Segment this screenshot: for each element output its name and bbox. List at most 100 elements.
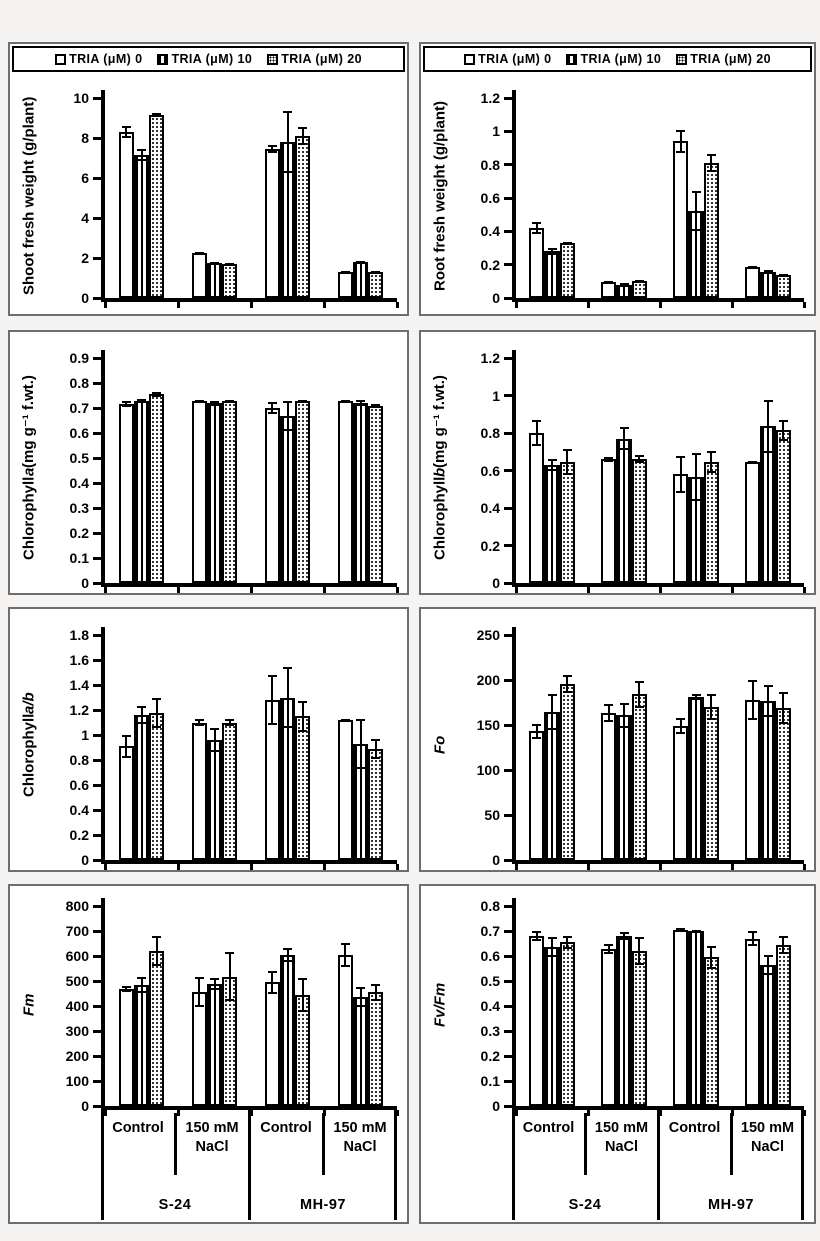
treatment-label: 150 mM NaCl xyxy=(740,1120,795,1155)
error-bar-bottom-cap xyxy=(778,438,788,441)
y-tick-label: 1.2 xyxy=(480,90,500,106)
bar xyxy=(191,253,207,298)
error-bar-bottom-cap xyxy=(562,242,572,245)
y-tick-mark xyxy=(504,678,512,682)
error-bar-top-cap xyxy=(748,931,758,933)
y-tick-mark xyxy=(93,506,101,510)
error-bar xyxy=(359,718,362,769)
y-tick-label: 0.7 xyxy=(480,923,500,939)
error-bar-bottom-cap xyxy=(706,717,716,720)
y-tick-mark xyxy=(93,929,101,933)
y-tick-label: 0.3 xyxy=(480,1023,500,1039)
bar xyxy=(368,748,384,860)
y-tick-mark xyxy=(93,216,101,220)
x-tick-mark xyxy=(802,864,806,870)
error-bar-bottom-cap xyxy=(619,284,629,286)
bar xyxy=(760,272,776,298)
treatment-label: Control xyxy=(260,1120,312,1136)
x-axis-line xyxy=(512,1106,804,1110)
error-bar-bottom-cap xyxy=(634,705,644,708)
error-bar xyxy=(374,983,377,1001)
chart-chlorophyll-a-b: Chlorophyll a/b 0 0.2 0.4 0.6 0.8 1 1.2 1.4 1.6 1… xyxy=(8,607,409,872)
error-bar-top-cap xyxy=(547,694,557,697)
error-bar xyxy=(535,931,538,941)
error-bar-top-cap xyxy=(778,419,788,422)
y-tick-mark xyxy=(504,394,512,397)
x-tick-mark xyxy=(658,587,662,593)
error-bar-top-cap xyxy=(706,153,716,156)
error-bar xyxy=(271,401,274,415)
error-bar-top-cap xyxy=(340,719,350,722)
error-bar-top-cap xyxy=(121,401,131,404)
error-bar-bottom-cap xyxy=(340,718,350,721)
x-axis-line xyxy=(101,583,397,587)
error-bar-bottom-cap xyxy=(619,725,629,728)
error-bar xyxy=(767,400,769,453)
error-bar xyxy=(228,952,231,1001)
error-bar xyxy=(125,985,128,992)
bar xyxy=(279,697,296,860)
error-bar-bottom-cap xyxy=(562,946,572,949)
error-bar xyxy=(125,401,128,408)
error-bar xyxy=(607,704,610,723)
y-tick-mark xyxy=(93,581,101,585)
y-tick-mark xyxy=(504,858,512,862)
bar xyxy=(222,264,238,298)
error-bar-top-cap xyxy=(634,455,644,458)
y-tick-label: 0 xyxy=(492,1098,500,1114)
x-tick-mark xyxy=(176,302,180,308)
y-axis-label-text: a xyxy=(20,468,38,477)
y-tick-mark xyxy=(504,1104,512,1108)
y-tick-mark xyxy=(93,954,101,958)
error-bar-bottom-cap xyxy=(194,723,204,726)
bar xyxy=(337,272,353,298)
error-bar xyxy=(551,248,553,255)
y-tick-mark xyxy=(504,431,512,435)
error-bar-top-cap xyxy=(778,691,788,694)
error-bar-top-cap xyxy=(532,419,542,422)
bar xyxy=(559,462,575,583)
error-bar xyxy=(767,954,769,975)
error-bar-bottom-cap xyxy=(532,736,542,739)
y-tick-label: 0.4 xyxy=(69,475,89,492)
bar xyxy=(337,954,353,1106)
error-bar-top-cap xyxy=(298,127,308,129)
y-tick-label: 0.8 xyxy=(480,898,500,914)
legend-label: TRIA (μM) 0 xyxy=(69,52,143,66)
y-tick-label: 1 xyxy=(492,123,500,140)
bar xyxy=(775,944,791,1106)
error-bar-top-cap xyxy=(210,977,219,980)
error-bar-bottom-cap xyxy=(763,714,773,717)
error-bar-bottom-cap xyxy=(691,697,701,700)
bar xyxy=(616,438,632,583)
x-tick-mark xyxy=(395,302,399,308)
x-tick-mark xyxy=(514,864,518,870)
x-tick-mark xyxy=(103,302,107,308)
error-bar-bottom-cap xyxy=(763,272,773,275)
legend-item: TRIA (μM) 20 xyxy=(267,52,362,66)
error-bar-top-cap xyxy=(152,112,162,115)
y-tick-mark xyxy=(504,296,512,300)
x-tick-mark xyxy=(103,587,107,593)
error-bar-bottom-cap xyxy=(604,281,614,284)
bar xyxy=(775,274,791,298)
x-axis-line xyxy=(101,1106,397,1110)
legend-marker-vertical-striped-square-icon xyxy=(157,53,169,65)
bar xyxy=(264,982,280,1106)
error-bar-bottom-cap xyxy=(748,460,758,463)
cultivar-label: MH-97 xyxy=(707,1197,754,1213)
chart-fo: Fo 0 50 100 150 200 250 xyxy=(419,607,816,872)
error-bar-top-cap xyxy=(706,694,716,697)
error-bar-top-cap xyxy=(619,932,629,935)
error-bar xyxy=(140,706,143,724)
plot-area: 0 0.2 0.4 0.6 0.8 1 1.2 xyxy=(481,350,806,593)
error-bar xyxy=(638,455,641,464)
error-bar-bottom-cap xyxy=(634,461,644,464)
error-bar xyxy=(155,391,158,397)
treatment-label: 150 mM NaCl xyxy=(333,1120,387,1155)
error-bar-top-cap xyxy=(121,126,131,128)
y-tick-label: 8 xyxy=(81,130,89,146)
y-tick-label: 0.9 xyxy=(69,350,89,366)
bar xyxy=(191,722,207,860)
category-divider xyxy=(512,1110,515,1220)
